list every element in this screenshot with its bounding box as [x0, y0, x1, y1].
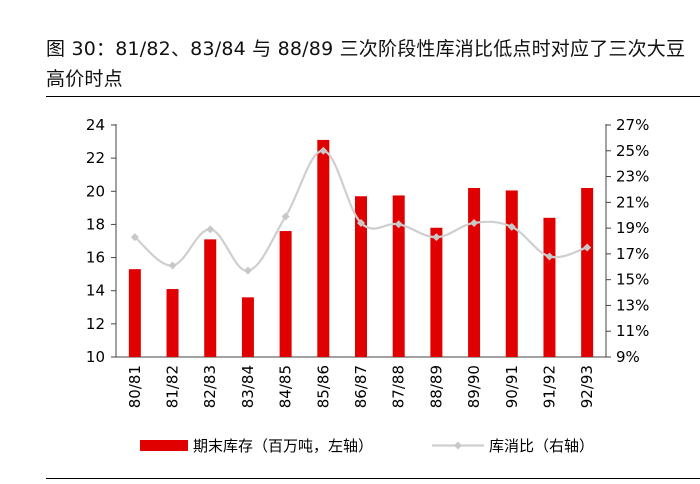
- bottom-rule: [46, 478, 700, 479]
- bar-inventory: [355, 196, 367, 357]
- left-tick-label: 10: [86, 348, 105, 366]
- point-ratio: [545, 252, 554, 261]
- bar-inventory: [392, 195, 405, 357]
- category-label: 84/85: [277, 365, 295, 408]
- right-tick-label: 19%: [616, 219, 649, 237]
- category-label: 91/92: [540, 365, 558, 408]
- point-ratio: [130, 233, 139, 242]
- point-ratio: [206, 225, 215, 234]
- bar-inventory: [581, 187, 594, 357]
- right-tick-label: 23%: [616, 168, 649, 186]
- category-label: 85/86: [314, 365, 332, 408]
- left-tick-label: 12: [86, 315, 105, 333]
- right-tick-label: 11%: [616, 322, 649, 340]
- category-label: 80/81: [126, 365, 144, 408]
- bar-inventory: [543, 217, 556, 357]
- point-ratio: [583, 243, 592, 252]
- right-tick-label: 17%: [616, 245, 649, 263]
- point-ratio: [243, 266, 252, 275]
- bar-inventory: [204, 239, 217, 357]
- bar-inventory: [128, 269, 141, 357]
- left-tick-label: 20: [86, 182, 105, 200]
- bar-inventory: [317, 139, 330, 357]
- right-tick-label: 27%: [616, 116, 649, 134]
- category-label: 89/90: [465, 365, 483, 408]
- point-ratio: [281, 212, 290, 221]
- point-ratio: [357, 218, 365, 227]
- right-tick-label: 25%: [616, 142, 649, 160]
- right-tick-label: 9%: [616, 348, 640, 366]
- chart-title: 图 30：81/82、83/84 与 88/89 三次阶段性库消比低点时对应了三…: [46, 38, 686, 90]
- bar-inventory: [279, 231, 292, 357]
- category-label: 87/88: [390, 365, 408, 408]
- left-tick-label: 24: [86, 116, 105, 134]
- category-label: 90/91: [503, 365, 521, 408]
- category-label: 81/82: [164, 365, 182, 408]
- bar-inventory: [241, 297, 254, 357]
- category-label: 82/83: [201, 365, 219, 408]
- point-ratio: [432, 233, 441, 242]
- category-label: 83/84: [239, 365, 257, 408]
- legend-swatch-marker: [454, 441, 462, 450]
- left-tick-label: 16: [86, 249, 105, 267]
- top-rule: [46, 96, 700, 97]
- right-tick-label: 21%: [616, 193, 649, 211]
- point-ratio: [507, 222, 516, 231]
- left-tick-label: 18: [86, 215, 105, 233]
- left-tick-label: 14: [86, 282, 105, 300]
- bar-inventory: [430, 227, 443, 357]
- left-tick-label: 22: [86, 149, 105, 167]
- right-tick-label: 13%: [616, 296, 649, 314]
- category-label: 92/93: [578, 365, 596, 408]
- right-tick-label: 15%: [616, 271, 649, 289]
- point-ratio: [470, 218, 479, 227]
- point-ratio: [168, 261, 177, 270]
- bar-inventory: [468, 187, 481, 357]
- legend-label-inventory: 期末库存（百万吨，左轴）: [193, 437, 373, 455]
- category-label: 88/89: [427, 365, 445, 408]
- category-label: 86/87: [352, 365, 370, 408]
- point-ratio: [319, 146, 328, 155]
- bar-inventory: [505, 190, 518, 357]
- bar-inventory: [166, 289, 179, 357]
- point-ratio: [394, 220, 403, 229]
- legend-swatch-inventory: [140, 440, 188, 451]
- legend-label-ratio: 库消比（右轴）: [489, 437, 594, 455]
